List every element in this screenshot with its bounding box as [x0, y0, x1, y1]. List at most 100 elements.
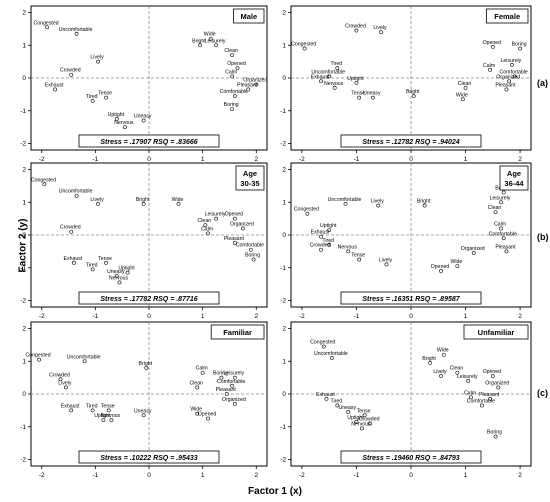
- x-tick-label: 0: [409, 156, 413, 163]
- data-point: [455, 370, 460, 375]
- data-point: [82, 359, 87, 364]
- point-label: Leisurely: [205, 38, 226, 44]
- data-point: [305, 211, 310, 216]
- y-tick-label: -1: [20, 424, 26, 431]
- point-label: Opened: [483, 40, 502, 46]
- point-label: Tense: [101, 403, 115, 409]
- data-point: [37, 357, 41, 362]
- x-tick-label: 1: [464, 156, 468, 163]
- data-point: [343, 202, 348, 206]
- data-point: [490, 45, 495, 49]
- x-tick-label: 2: [518, 313, 522, 320]
- point-label: Uneasy: [107, 269, 125, 275]
- x-tick-label: 2: [518, 472, 522, 479]
- point-label: Calm: [196, 366, 208, 372]
- data-point: [335, 66, 340, 71]
- data-point: [114, 274, 119, 278]
- point-label: Pleasant: [495, 82, 516, 88]
- point-label: Crowded: [49, 372, 70, 378]
- data-point: [232, 401, 237, 406]
- data-point: [53, 87, 58, 92]
- data-point: [496, 385, 501, 390]
- data-point: [428, 361, 432, 365]
- data-point: [319, 247, 323, 252]
- point-label: Tired: [86, 403, 98, 409]
- point-label: Nervous: [324, 81, 344, 87]
- data-point: [176, 202, 181, 206]
- data-point: [74, 31, 79, 36]
- data-point: [235, 66, 240, 71]
- row-label-a: (a): [537, 78, 548, 88]
- data-point: [109, 418, 114, 423]
- data-point: [90, 408, 95, 413]
- data-point: [246, 87, 251, 92]
- data-point: [240, 226, 245, 231]
- data-point: [251, 257, 256, 262]
- point-label: Leisurely: [205, 212, 226, 218]
- point-label: Nervous: [101, 413, 121, 419]
- panel-title: Age: [507, 169, 521, 178]
- point-label: Uncomfortable: [328, 197, 362, 203]
- point-label: Clean: [450, 366, 464, 372]
- data-point: [42, 182, 47, 187]
- data-point: [376, 203, 381, 208]
- y-tick-label: -2: [20, 457, 26, 464]
- data-point: [321, 344, 326, 349]
- stress-rsq-text: Stress = .17907 RSQ = .83666: [100, 139, 197, 146]
- point-label: Congested: [291, 42, 316, 48]
- point-label: Tense: [351, 91, 365, 97]
- stress-box: [78, 134, 220, 148]
- data-point: [463, 85, 468, 90]
- data-point: [370, 95, 375, 100]
- point-label: Calm: [225, 69, 237, 75]
- y-tick-label: 2: [22, 326, 26, 333]
- data-point: [117, 280, 122, 285]
- x-tick-label: -1: [354, 156, 360, 163]
- point-label: Clean: [198, 218, 212, 224]
- point-label: Lively: [58, 380, 72, 386]
- data-point: [125, 270, 130, 275]
- y-tick-label: 0: [282, 75, 286, 82]
- point-label: Pleasant: [216, 387, 237, 393]
- point-label: Comfortable: [236, 243, 264, 249]
- point-label: Bright: [417, 199, 431, 205]
- data-point: [466, 379, 471, 383]
- row-label-c: (c): [537, 388, 548, 398]
- y-tick-label: -1: [280, 265, 286, 272]
- point-label: Organized: [461, 246, 485, 252]
- data-point: [96, 202, 100, 206]
- point-label: Uptight: [347, 76, 364, 82]
- y-tick-label: 1: [282, 42, 286, 49]
- x-tick-label: 1: [464, 472, 468, 479]
- data-point: [488, 67, 492, 72]
- data-point: [455, 264, 460, 268]
- x-tick-label: 0: [409, 313, 413, 320]
- x-tick-label: -2: [299, 472, 305, 479]
- data-point: [480, 403, 484, 408]
- data-point: [219, 375, 224, 380]
- panel-title-box: [210, 324, 265, 340]
- point-label: Clean: [189, 380, 203, 386]
- data-point: [411, 94, 416, 98]
- panel-title: 30-35: [240, 179, 259, 188]
- panel-4: -2 -1 0 1 2 -2 -1 0 1 2 Congested Uncomfortable Brig…: [20, 321, 268, 479]
- point-label: Crowded: [60, 225, 81, 231]
- panel-title-box: [499, 165, 529, 191]
- x-tick-label: 0: [147, 156, 151, 163]
- data-point: [490, 374, 495, 378]
- point-label: Tired: [322, 238, 334, 244]
- point-label: Tense: [351, 253, 365, 259]
- data-point: [74, 193, 79, 198]
- point-label: Bright: [406, 89, 420, 95]
- panel-title: Female: [494, 12, 520, 21]
- y-tick-label: -2: [20, 298, 26, 305]
- stress-rsq-text: Stress = .17782 RSQ = .87716: [100, 296, 197, 303]
- data-point: [469, 395, 473, 400]
- data-point: [203, 223, 208, 228]
- data-point: [504, 87, 509, 92]
- data-point: [195, 385, 200, 390]
- y-tick-label: -2: [280, 141, 286, 148]
- point-label: Comfortable: [489, 231, 517, 237]
